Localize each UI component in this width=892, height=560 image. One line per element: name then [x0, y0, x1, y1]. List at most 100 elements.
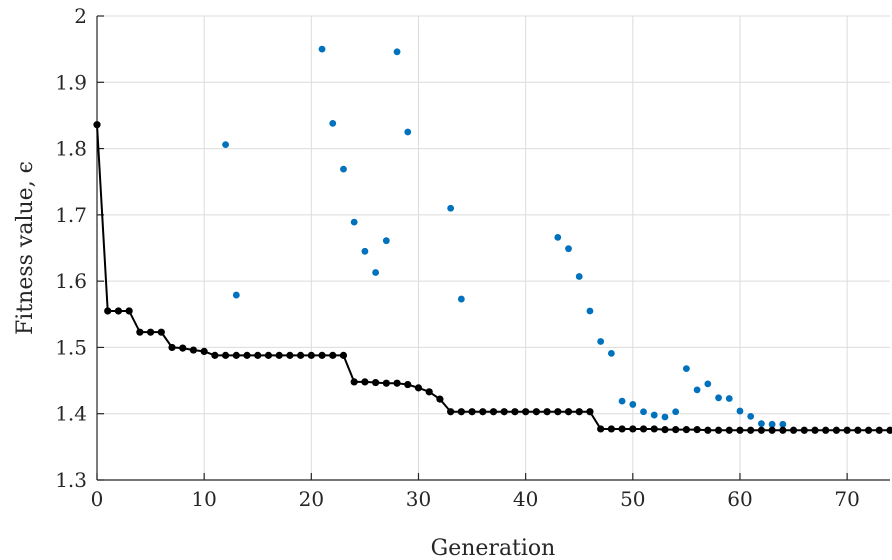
data-point [361, 378, 369, 386]
data-point [736, 407, 744, 415]
data-point [211, 351, 219, 359]
data-point [254, 351, 262, 359]
data-point [436, 395, 444, 403]
series-line [96, 124, 890, 432]
data-point [586, 408, 594, 416]
data-point [597, 338, 605, 345]
x-tick-label: 60 [727, 487, 752, 511]
y-tick-label: 1.3 [55, 468, 87, 492]
data-point [886, 426, 892, 434]
data-point [350, 378, 358, 386]
data-point [168, 343, 176, 352]
data-point [146, 328, 155, 336]
data-point [554, 233, 562, 241]
x-tick-labels: 0 10 20 30 40 50 60 70 [91, 487, 860, 511]
data-point [307, 351, 315, 359]
data-point [318, 45, 326, 53]
data-point [372, 378, 380, 387]
data-point [457, 295, 465, 303]
y-tick-label: 1.7 [55, 203, 87, 227]
data-point [425, 388, 433, 396]
data-point [661, 413, 669, 421]
data-point [629, 401, 637, 408]
y-tick-labels: 1.3 1.4 1.5 1.6 1.7 1.8 1.9 2 [55, 4, 87, 492]
data-point [125, 307, 133, 315]
data-point [682, 426, 690, 434]
data-point [736, 426, 744, 434]
data-point [672, 408, 680, 416]
data-point [93, 121, 101, 129]
data-point [340, 165, 347, 173]
data-point [575, 273, 583, 280]
x-tick-label: 10 [191, 487, 216, 511]
data-point [297, 351, 305, 359]
data-point [618, 397, 626, 405]
x-tick-label: 40 [513, 487, 538, 511]
x-tick-label: 30 [406, 487, 431, 511]
data-point [811, 426, 819, 434]
data-point [607, 349, 615, 357]
data-point [232, 351, 240, 359]
data-point [393, 379, 401, 387]
data-point [382, 379, 390, 387]
data-point [768, 420, 776, 428]
data-point [457, 408, 465, 416]
data-point [854, 426, 862, 434]
data-point [136, 328, 144, 336]
data-point [447, 204, 455, 212]
data-point [565, 245, 572, 253]
x-tick-label: 20 [299, 487, 324, 511]
data-point [597, 425, 605, 433]
data-point [650, 411, 658, 419]
data-point [607, 425, 615, 433]
data-point [275, 351, 283, 359]
data-point [500, 408, 508, 416]
data-point [468, 408, 476, 416]
data-point [329, 119, 337, 127]
data-point [693, 426, 701, 434]
data-point [511, 408, 519, 416]
data-point [564, 408, 573, 416]
data-point [747, 412, 755, 420]
data-point [757, 426, 766, 434]
y-tick-label: 1.4 [55, 402, 87, 426]
y-tick-label: 1.9 [55, 70, 87, 94]
data-point [543, 408, 551, 416]
data-point [875, 426, 883, 434]
data-point [672, 426, 680, 434]
data-point [779, 426, 787, 434]
y-tick-label: 1.5 [55, 335, 87, 359]
data-point [404, 380, 412, 389]
data-point [264, 351, 273, 359]
data-point [843, 426, 851, 434]
data-point [715, 394, 722, 402]
data-point [404, 128, 412, 136]
data-point [179, 344, 187, 352]
data-point [232, 291, 240, 299]
data-point [758, 420, 765, 428]
data-point [372, 269, 380, 276]
data-point [704, 426, 712, 434]
data-point [222, 141, 229, 148]
data-point [789, 426, 798, 434]
data-point [286, 351, 294, 359]
data-point [393, 48, 401, 56]
x-tick-label: 0 [91, 487, 104, 511]
x-axis-label: Generation [431, 536, 556, 560]
data-point [779, 420, 787, 428]
data-point [350, 218, 358, 226]
x-tick-label: 50 [620, 487, 645, 511]
data-point [243, 351, 251, 359]
data-point [704, 380, 712, 388]
series-1 [93, 121, 892, 434]
data-point [682, 365, 690, 373]
data-point [447, 408, 455, 416]
data-point [318, 351, 326, 359]
data-point [725, 426, 733, 434]
data-point [329, 351, 337, 359]
data-point [339, 351, 348, 359]
series [93, 45, 892, 434]
data-point [693, 386, 701, 394]
data-point [639, 425, 648, 433]
data-point [575, 408, 583, 416]
